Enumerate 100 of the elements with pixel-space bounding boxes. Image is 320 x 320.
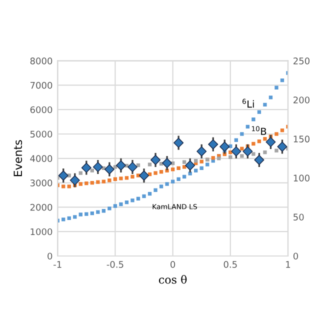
point xyxy=(194,159,198,163)
point xyxy=(124,176,129,180)
x-axis-title: cos θ xyxy=(158,275,187,284)
point xyxy=(92,162,103,172)
point xyxy=(113,177,118,181)
point xyxy=(170,180,175,184)
point xyxy=(78,212,82,216)
point xyxy=(194,168,198,172)
y-tick-label: 6000 xyxy=(30,106,52,114)
point xyxy=(274,148,278,152)
point xyxy=(252,118,256,122)
point xyxy=(257,110,262,114)
point xyxy=(96,210,100,214)
point xyxy=(162,158,172,168)
point xyxy=(81,162,92,173)
point xyxy=(127,162,138,172)
point xyxy=(182,160,186,164)
y2-tick-label: 250 xyxy=(294,58,310,64)
x-tick-label: 1 xyxy=(286,261,290,268)
point xyxy=(240,154,244,158)
y-tick-label: 5000 xyxy=(30,130,52,138)
point xyxy=(268,96,273,100)
point xyxy=(136,196,140,200)
y-tick-label: 3000 xyxy=(30,180,52,186)
point xyxy=(119,202,123,206)
point xyxy=(154,188,158,192)
point xyxy=(90,168,94,172)
point xyxy=(228,155,232,160)
series-label: $^{6}$Li xyxy=(242,98,254,108)
point xyxy=(263,102,267,107)
point xyxy=(277,142,288,152)
point xyxy=(90,211,94,216)
point xyxy=(108,206,112,210)
series-label: $^{10}$B xyxy=(252,126,266,135)
point xyxy=(240,146,244,150)
y-tick-label: 4000 xyxy=(30,155,52,162)
point xyxy=(102,180,106,184)
point xyxy=(58,170,68,181)
point xyxy=(104,164,114,174)
y2-tick-label: 150 xyxy=(294,136,310,142)
point xyxy=(148,192,152,196)
point xyxy=(257,139,262,144)
point xyxy=(252,152,256,156)
point xyxy=(124,200,129,204)
y-tick-label: 7000 xyxy=(30,82,52,89)
point xyxy=(102,209,106,213)
point xyxy=(234,138,238,142)
point xyxy=(206,162,210,166)
point xyxy=(174,138,184,148)
point xyxy=(90,180,94,185)
point xyxy=(208,139,218,150)
point xyxy=(159,184,164,188)
point xyxy=(263,150,267,154)
point xyxy=(67,174,71,178)
point xyxy=(108,178,112,182)
y-tick-label: 8000 xyxy=(30,58,52,64)
x-tick-label: -1 xyxy=(54,261,62,268)
point xyxy=(136,174,140,178)
point xyxy=(116,160,126,170)
point xyxy=(62,218,66,222)
point xyxy=(263,137,267,141)
y2-tick-label: 50 xyxy=(294,214,304,221)
point xyxy=(96,180,100,184)
point xyxy=(154,171,158,175)
point xyxy=(159,170,164,174)
point xyxy=(176,166,180,170)
point xyxy=(185,160,196,170)
point xyxy=(165,182,169,186)
point xyxy=(84,212,88,216)
point xyxy=(266,136,276,148)
point xyxy=(182,174,186,179)
point xyxy=(130,198,134,202)
x-tick-label: -0.5 xyxy=(106,261,124,268)
point xyxy=(274,86,278,90)
point xyxy=(170,168,175,172)
point xyxy=(130,174,134,179)
point xyxy=(231,146,242,156)
point xyxy=(70,175,80,186)
point xyxy=(113,204,118,208)
point xyxy=(242,146,253,156)
y2-tick-label: 0 xyxy=(293,252,298,260)
y-tick-label: 1000 xyxy=(30,228,52,236)
point xyxy=(150,154,161,165)
point xyxy=(138,170,150,181)
point xyxy=(67,216,71,220)
y-tick-label: 2000 xyxy=(30,204,52,211)
point xyxy=(280,128,284,132)
point xyxy=(67,184,71,188)
point xyxy=(78,182,82,186)
point xyxy=(217,156,221,160)
point xyxy=(73,215,77,219)
y2-tick-label: 100 xyxy=(294,174,310,182)
point xyxy=(113,165,118,169)
point xyxy=(196,146,207,156)
point xyxy=(142,194,146,198)
point xyxy=(176,177,180,181)
x-tick-label: 0 xyxy=(170,261,176,268)
point xyxy=(246,124,250,129)
point xyxy=(62,184,66,188)
point xyxy=(119,176,123,180)
